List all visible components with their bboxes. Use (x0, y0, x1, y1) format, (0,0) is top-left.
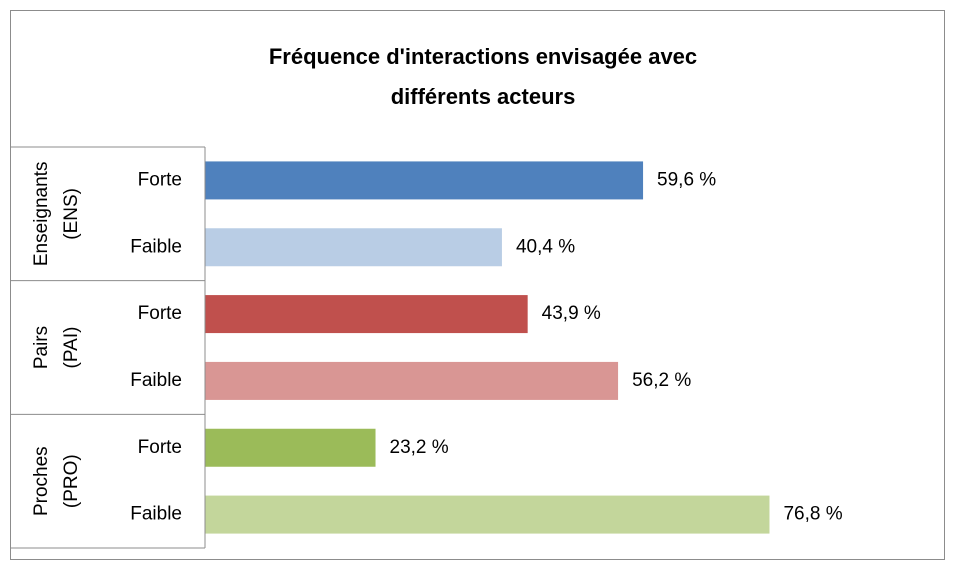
bar (205, 161, 644, 200)
category-label: Forte (138, 437, 182, 458)
category-label: Forte (138, 169, 182, 190)
group-label: (PAI) (61, 327, 82, 369)
category-label: Forte (138, 303, 182, 324)
bar (205, 295, 528, 334)
bar (205, 228, 502, 267)
value-label: 23,2 % (390, 437, 449, 458)
value-label: 40,4 % (516, 236, 575, 257)
group-label: (ENS) (61, 188, 82, 240)
group-label: Enseignants (31, 162, 52, 267)
category-label: Faible (130, 504, 182, 525)
category-label: Faible (130, 370, 182, 391)
group-label: Pairs (31, 326, 52, 369)
bar (205, 361, 619, 400)
value-label: 76,8 % (783, 504, 842, 525)
chart-border (10, 10, 945, 560)
value-label: 56,2 % (632, 370, 691, 391)
bar (205, 495, 770, 534)
category-label: Faible (130, 236, 182, 257)
value-label: 43,9 % (542, 303, 601, 324)
chart-title: différents acteurs (391, 84, 576, 109)
bar (205, 428, 376, 467)
group-label: Proches (31, 446, 52, 516)
chart-title: Fréquence d'interactions envisagée avec (269, 44, 697, 69)
value-label: 59,6 % (657, 169, 716, 190)
group-label: (PRO) (61, 454, 82, 508)
